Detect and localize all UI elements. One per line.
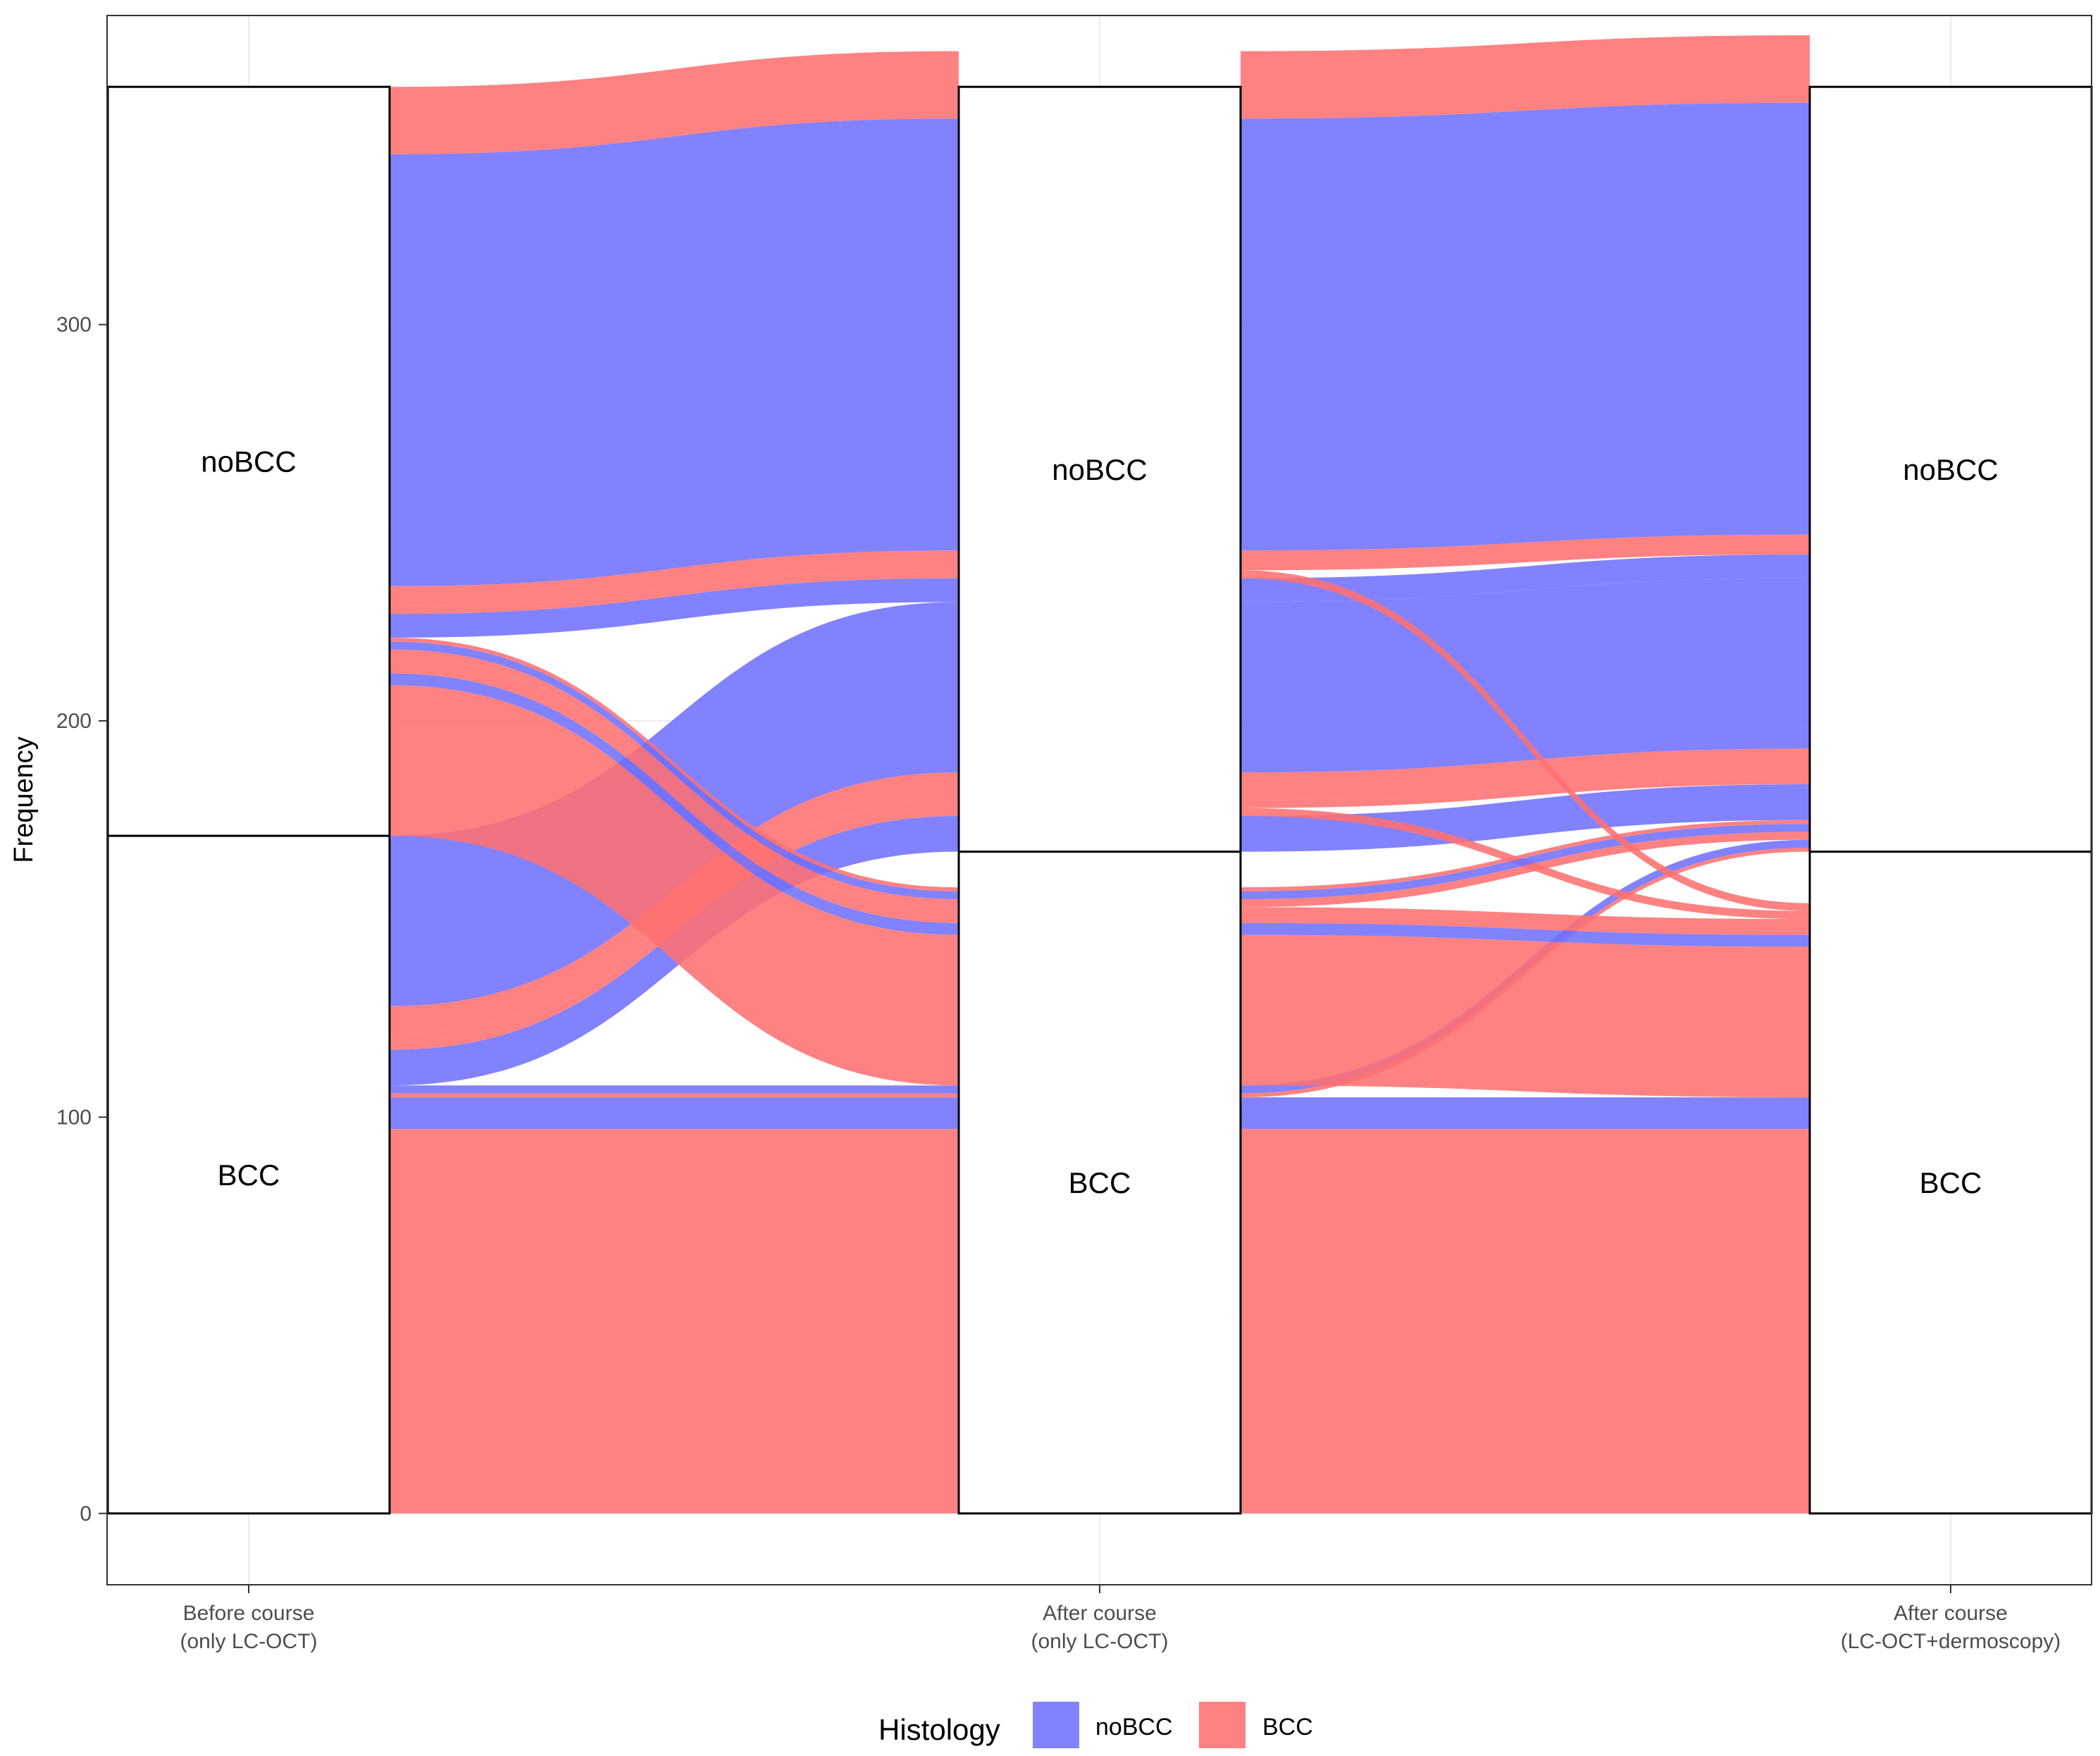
flow-after1-after2-nobcc bbox=[1241, 784, 1810, 852]
legend-label-bcc: BCC bbox=[1262, 1714, 1313, 1740]
flow-after1-after2-bcc bbox=[1241, 1129, 1810, 1514]
stratum-after1-bcc bbox=[957, 851, 1242, 1515]
flow-after1-after2-bcc bbox=[1241, 570, 1810, 911]
y-tick-label: 100 bbox=[56, 1106, 92, 1129]
stratum-before-nobcc bbox=[106, 85, 391, 837]
legend-key-nobcc bbox=[1033, 1702, 1079, 1748]
stratum-after2-nobcc bbox=[1808, 85, 2093, 853]
y-axis-title: Frequency bbox=[9, 736, 39, 863]
flow-before-after1-bcc bbox=[390, 637, 959, 891]
y-axis: 0 100 200 300 bbox=[56, 314, 107, 1526]
strata: BCC noBCC BCC noBCC BCC noBCC bbox=[106, 85, 2093, 1515]
flow-after1-after2-bcc bbox=[1241, 534, 1810, 571]
stratum-label-after1-bcc: BCC bbox=[1069, 1166, 1131, 1199]
flow-after1-after2-bcc bbox=[1241, 934, 1810, 1098]
flow-after1-after2-bcc bbox=[1241, 831, 1810, 908]
flow-before-after1-bcc bbox=[390, 51, 959, 154]
y-tick-label: 200 bbox=[56, 710, 92, 733]
flow-after1-after2-bcc bbox=[1241, 776, 1810, 808]
flow-before-after1-bcc bbox=[390, 570, 959, 614]
x-tick-label-after2: After course bbox=[1894, 1602, 2008, 1625]
legend: Histology noBCC BCC bbox=[878, 1702, 1313, 1748]
x-tick-label-after1: After course bbox=[1043, 1602, 1157, 1625]
flow-after1-after2-nobcc bbox=[1241, 922, 1810, 947]
flow-before-after1-bcc bbox=[390, 1093, 959, 1098]
flow-after1-after2-nobcc bbox=[1241, 578, 1810, 773]
stratum-label-before-nobcc: noBCC bbox=[201, 445, 296, 478]
flow-before-after1-nobcc bbox=[390, 578, 959, 638]
flow-after1-after2-nobcc bbox=[1241, 1097, 1810, 1130]
flows bbox=[390, 35, 1810, 1514]
stratum-after1-nobcc bbox=[957, 85, 1242, 853]
flow-before-after1-nobcc bbox=[390, 118, 959, 586]
flow-after1-after2-bcc bbox=[1241, 35, 1810, 119]
flow-before-after1-bcc bbox=[390, 550, 959, 606]
x-tick-sublabel-before: (only LC-OCT) bbox=[180, 1630, 317, 1653]
flow-after1-after2-nobcc bbox=[1241, 102, 1810, 551]
flow-before-after1-bcc bbox=[390, 649, 959, 908]
x-axis: Before course (only LC-OCT) After course (o… bbox=[180, 1585, 2061, 1653]
flow-before-after1-nobcc bbox=[390, 641, 959, 900]
flow-before-after1-nobcc bbox=[390, 673, 959, 935]
legend-label-nobcc: noBCC bbox=[1095, 1714, 1173, 1740]
legend-key-bcc bbox=[1199, 1702, 1245, 1748]
legend-title: Histology bbox=[878, 1713, 1000, 1746]
x-tick-sublabel-after2: (LC-OCT+dermoscopy) bbox=[1841, 1630, 2061, 1653]
flow-after1-after2-bcc bbox=[1241, 820, 1810, 891]
flow-after1-after2-bcc bbox=[1241, 907, 1810, 935]
stratum-label-after2-bcc: BCC bbox=[1920, 1166, 1982, 1199]
flow-before-after1-nobcc bbox=[390, 1085, 959, 1094]
stratum-label-before-bcc: BCC bbox=[218, 1158, 280, 1192]
flow-after1-after2-nobcc bbox=[1241, 554, 1810, 602]
x-tick-sublabel-after1: (only LC-OCT) bbox=[1031, 1630, 1168, 1653]
x-tick-label-before: Before course bbox=[183, 1602, 315, 1625]
flow-before-after1-nobcc bbox=[390, 1097, 959, 1130]
flow-before-after1-bcc bbox=[390, 657, 959, 923]
flow-before-after1-bcc bbox=[390, 1129, 959, 1514]
y-tick-label: 300 bbox=[56, 314, 92, 337]
y-tick-label: 0 bbox=[80, 1502, 92, 1526]
flow-after1-after2-bcc bbox=[1241, 748, 1810, 800]
stratum-label-after1-nobcc: noBCC bbox=[1052, 453, 1147, 486]
stratum-label-after2-nobcc: noBCC bbox=[1903, 453, 1998, 486]
stratum-before-bcc bbox=[106, 834, 391, 1515]
flow-before-after1-bcc bbox=[390, 685, 959, 1086]
flow-after1-after2-nobcc bbox=[1241, 824, 1810, 900]
